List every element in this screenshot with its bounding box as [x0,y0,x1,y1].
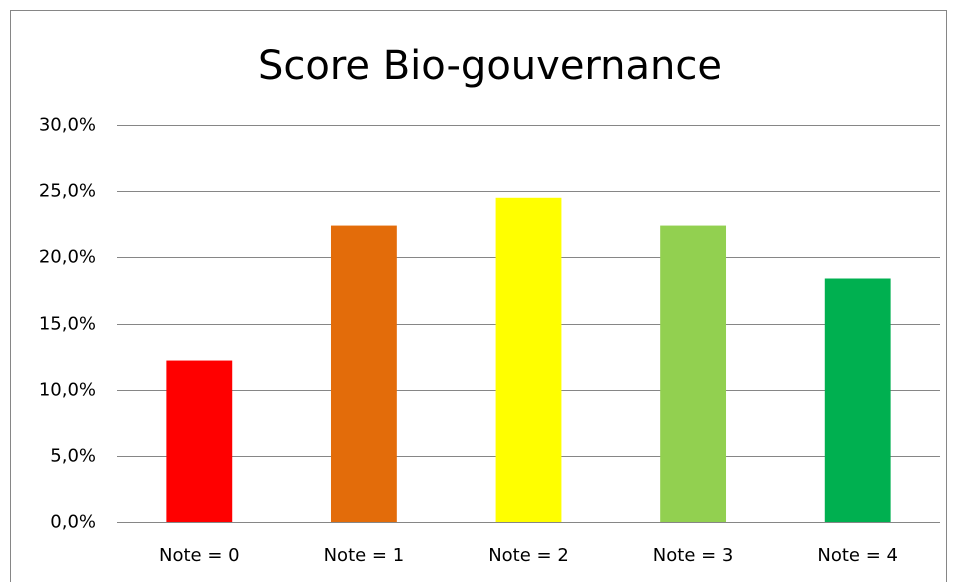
chart-title: Score Bio-gouvernance [258,43,722,89]
x-tick-label: Note = 3 [653,545,734,566]
bar [824,278,891,522]
y-tick-label: 15,0% [39,314,96,335]
bar [660,225,727,522]
y-tick-label: 20,0% [39,247,96,268]
y-tick-label: 30,0% [39,115,96,136]
y-tick-label: 5,0% [50,446,96,467]
y-tick-label: 0,0% [50,512,96,533]
x-tick-label: Note = 0 [159,545,240,566]
chart-frame [10,10,947,582]
y-tick-label: 25,0% [39,181,96,202]
bar [495,197,562,523]
bar [330,225,397,522]
bar [166,360,233,522]
x-tick-label: Note = 1 [324,545,405,566]
x-tick-label: Note = 2 [488,545,569,566]
x-tick-label: Note = 4 [817,545,898,566]
y-tick-label: 10,0% [39,380,96,401]
